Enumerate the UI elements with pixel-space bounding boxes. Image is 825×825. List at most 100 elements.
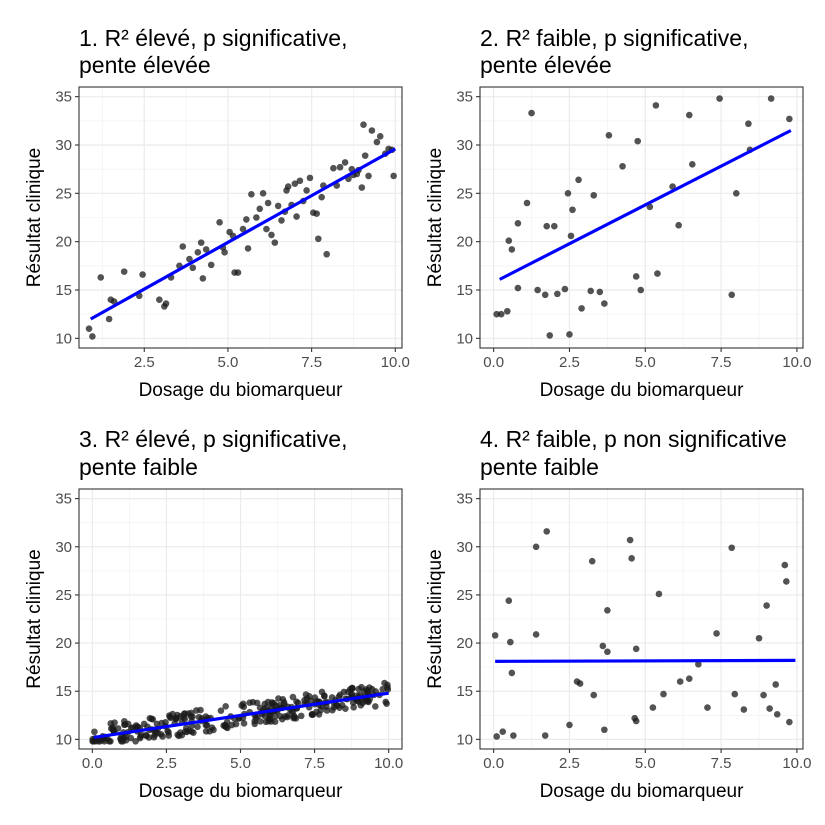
data-point: [390, 172, 397, 180]
y-tick-label: 25: [55, 587, 72, 604]
data-point: [605, 132, 613, 139]
data-point: [732, 190, 740, 197]
data-point: [91, 728, 98, 736]
data-point: [541, 291, 549, 299]
data-point: [274, 202, 282, 210]
data-point: [368, 127, 376, 134]
data-point: [578, 305, 585, 312]
data-point: [145, 734, 153, 741]
data-point: [162, 300, 170, 307]
x-tick-label: 7.5: [304, 755, 325, 772]
data-point: [328, 694, 336, 701]
data-point: [293, 698, 300, 706]
y-tick-label: 25: [456, 587, 473, 604]
regression-line: [93, 691, 389, 740]
data-point: [257, 718, 264, 725]
data-point: [508, 246, 516, 253]
data-point: [566, 331, 573, 338]
data-point: [384, 684, 391, 691]
data-point: [232, 720, 240, 728]
data-point: [728, 291, 736, 299]
panel-border: [479, 86, 804, 349]
data-point: [270, 699, 277, 707]
x-tick-label: 10.0: [782, 755, 811, 772]
data-point: [689, 161, 696, 168]
data-point: [507, 638, 514, 646]
data-point: [148, 715, 155, 723]
data-point: [193, 707, 200, 714]
data-point: [137, 733, 144, 740]
data-point: [307, 697, 315, 705]
data-point: [194, 249, 202, 256]
data-point: [760, 691, 767, 699]
data-point: [358, 184, 366, 191]
data-point: [382, 698, 390, 706]
data-point: [303, 187, 310, 194]
data-point: [315, 711, 323, 718]
data-point: [350, 704, 357, 711]
data-point: [284, 711, 292, 719]
data-point: [575, 176, 582, 184]
data-point: [323, 250, 330, 258]
data-point: [713, 630, 720, 637]
data-point: [186, 255, 193, 263]
data-point: [263, 704, 270, 711]
regression-line: [498, 129, 792, 281]
panel-2: 2. R² faible, p significative,pente élev…: [425, 25, 812, 401]
data-point: [628, 555, 635, 562]
data-point: [767, 95, 775, 102]
y-tick-label: 10: [456, 731, 473, 748]
data-point: [532, 631, 540, 638]
data-point: [240, 703, 248, 711]
data-point: [637, 286, 645, 294]
y-tick-label: 15: [456, 282, 473, 299]
data-point: [208, 724, 216, 731]
y-tick-label: 30: [456, 137, 473, 154]
data-point: [652, 102, 660, 109]
data-point: [576, 680, 584, 687]
data-point: [296, 177, 304, 185]
data-point: [654, 270, 661, 277]
data-point: [293, 213, 300, 220]
data-point: [127, 724, 135, 732]
data-point: [105, 315, 113, 323]
data-point: [632, 717, 640, 725]
x-tick-label: 10.0: [374, 755, 403, 772]
data-point: [97, 274, 105, 281]
y-tick-label: 20: [456, 234, 473, 251]
panel-border: [78, 86, 403, 349]
data-point: [773, 711, 781, 718]
data-point: [248, 191, 255, 198]
data-point: [685, 675, 693, 683]
data-point: [308, 710, 316, 718]
data-point: [745, 120, 752, 128]
data-point: [566, 721, 573, 729]
data-point: [569, 206, 576, 214]
data-point: [599, 642, 607, 650]
data-point: [244, 245, 252, 252]
data-point: [728, 544, 736, 552]
data-point: [222, 703, 229, 710]
data-point: [109, 726, 117, 733]
data-point: [185, 727, 193, 734]
data-point: [676, 678, 684, 685]
data-point: [266, 715, 274, 722]
data-point: [180, 710, 188, 718]
data-point: [340, 688, 348, 696]
regression-line: [89, 147, 397, 321]
data-point: [342, 705, 349, 712]
data-point: [278, 715, 286, 723]
data-point: [197, 239, 205, 246]
data-point: [292, 715, 300, 722]
data-point: [107, 720, 115, 727]
data-point: [564, 190, 572, 197]
data-point: [121, 721, 128, 729]
data-point: [781, 561, 789, 569]
data-point: [140, 720, 148, 728]
data-point: [132, 722, 140, 729]
data-point: [336, 163, 344, 171]
data-point: [523, 199, 531, 207]
data-point: [256, 205, 264, 213]
data-point: [284, 183, 292, 190]
